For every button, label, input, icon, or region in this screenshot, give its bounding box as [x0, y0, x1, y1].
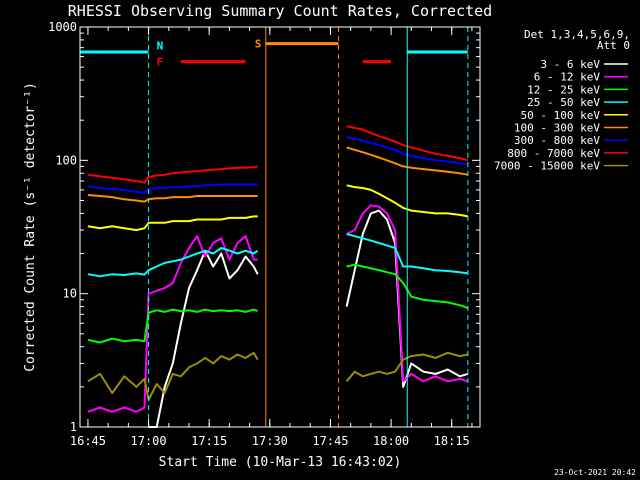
x-tick-label-2: 17:00 [131, 434, 167, 448]
series-7000-15000-kev-line-1 [87, 351, 259, 401]
axis-layer: 16:45 17:00 17:15 17:30 17:45 18:00 18:15 1 10 10… [48, 20, 480, 448]
series-50-100-kev-line-1 [87, 215, 258, 232]
chart-title: RHESSI Observing Summary Count Rates, Co… [68, 2, 492, 20]
series-25-50-kev-line-1 [87, 247, 259, 278]
series-25-50-kev [87, 233, 469, 278]
legend-label-800-7000-kev: 800 - 7000 keV [507, 147, 600, 160]
series-100-300-kev [87, 146, 469, 203]
legend-label-7000-15000-kev: 7000 - 15000 keV [494, 160, 600, 173]
series-800-7000-kev-line-1 [87, 165, 258, 184]
x-tick-label-1: 16:45 [70, 434, 106, 448]
series-12-25-kev-line-2 [346, 263, 469, 310]
y-tick-label-3: 100 [55, 153, 77, 167]
plot-frame [79, 26, 481, 428]
series-7000-15000-kev-line-2 [345, 351, 469, 382]
footer-date: 23-Oct-2021 20:42 [554, 468, 636, 477]
legend-label-50-100-kev: 50 - 100 keV [521, 109, 601, 122]
x-tick-label-5: 17:45 [312, 434, 348, 448]
legend-header-1: Det 1,3,4,5,6,9, [524, 28, 630, 41]
y-tick-label-2: 10 [63, 287, 77, 301]
series-3-6-kev-line-1 [148, 249, 259, 428]
series-800-7000-kev [87, 125, 469, 184]
x-tick-label-4: 17:30 [252, 434, 288, 448]
series-100-300-kev-line-1 [87, 194, 258, 203]
series-50-100-kev-line-2 [346, 184, 469, 218]
legend-header-2: Att 0 [597, 39, 630, 52]
series-300-800-kev-line-2 [346, 135, 469, 166]
legend-label-300-800-kev: 300 - 800 keV [514, 134, 600, 147]
x-tick-label-3: 17:15 [191, 434, 227, 448]
annotation-f: F [157, 56, 164, 69]
series-6-12-kev [87, 204, 469, 413]
y-tick-label-1: 1 [70, 420, 77, 434]
series-7000-15000-kev [87, 351, 469, 401]
series-6-12-kev-line-1 [87, 235, 258, 413]
series-12-25-kev-line-1 [87, 308, 259, 344]
series-6-12-kev-line-2 [346, 204, 469, 383]
legend-label-3-6-kev: 3 - 6 keV [540, 58, 600, 71]
series-25-50-kev-line-2 [346, 233, 469, 275]
series-300-800-kev-line-1 [87, 183, 258, 194]
legend-label-100-300-kev: 100 - 300 keV [514, 122, 600, 135]
series-800-7000-kev-line-2 [346, 125, 469, 162]
x-axis-label: Start Time (10-Mar-13 16:43:02) [159, 455, 402, 470]
series-layer [87, 125, 469, 428]
series-300-800-kev [87, 135, 469, 194]
overlay-layer: NF S [80, 27, 469, 427]
legend-label-25-50-kev: 25 - 50 keV [527, 96, 600, 109]
y-tick-label-4: 1000 [48, 20, 77, 34]
annotation-n: N [157, 40, 164, 53]
series-3-6-kev [148, 209, 469, 428]
series-12-25-kev [87, 263, 469, 344]
legend-label-12-25-kev: 12 - 25 keV [527, 83, 600, 96]
y-axis-label: Corrected Count Rate (s⁻¹ detector⁻¹) [23, 82, 38, 372]
series-100-300-kev-line-2 [346, 146, 469, 176]
x-tick-label-6: 18:00 [373, 434, 409, 448]
legend-label-6-12-kev: 6 - 12 keV [534, 71, 601, 84]
annotation-s: S [255, 37, 262, 50]
x-tick-label-7: 18:15 [434, 434, 470, 448]
series-50-100-kev [87, 184, 469, 232]
